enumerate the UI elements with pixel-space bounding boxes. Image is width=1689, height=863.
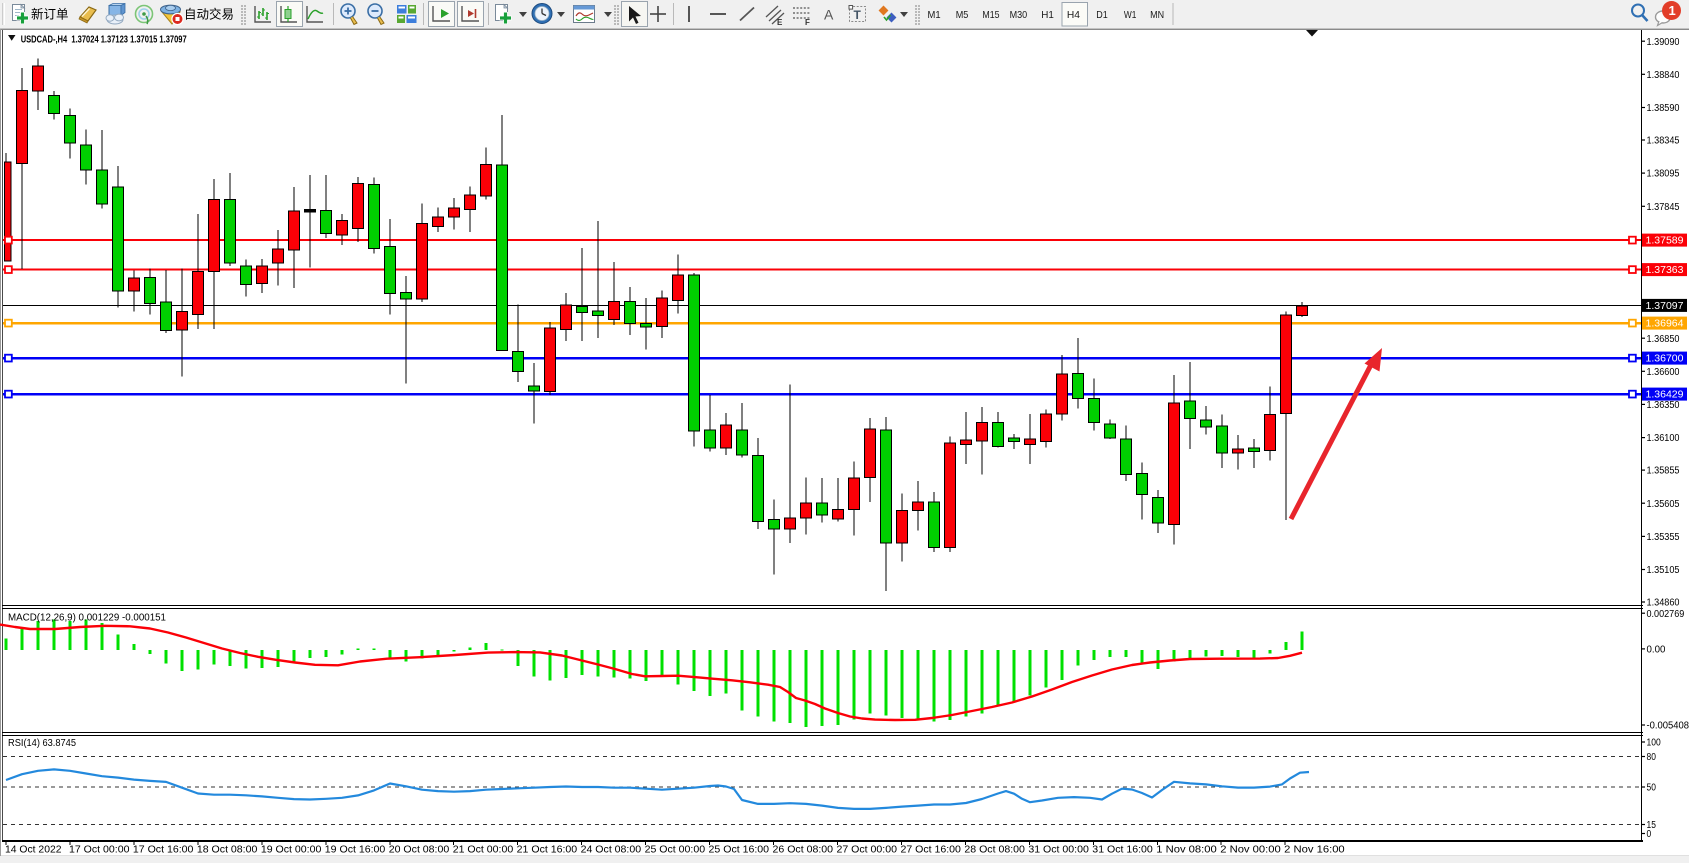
svg-text:20 Oct 08:00: 20 Oct 08:00 <box>389 845 450 856</box>
svg-text:0: 0 <box>1647 829 1652 840</box>
svg-text:25 Oct 00:00: 25 Oct 00:00 <box>645 845 706 856</box>
svg-text:MN: MN <box>1150 9 1164 21</box>
svg-text:D1: D1 <box>1096 9 1108 21</box>
svg-text:25 Oct 16:00: 25 Oct 16:00 <box>709 845 770 856</box>
svg-text:0.00: 0.00 <box>1647 645 1666 656</box>
svg-text:T: T <box>854 8 862 22</box>
svg-text:21 Oct 00:00: 21 Oct 00:00 <box>453 845 514 856</box>
svg-text:1.36850: 1.36850 <box>1647 334 1681 345</box>
svg-text:1.36600: 1.36600 <box>1647 367 1681 378</box>
svg-text:1 Nov 08:00: 1 Nov 08:00 <box>1156 845 1217 856</box>
svg-text:1: 1 <box>1669 3 1676 18</box>
svg-text:1.38095: 1.38095 <box>1647 169 1681 180</box>
svg-text:1.36350: 1.36350 <box>1647 400 1681 411</box>
svg-text:M30: M30 <box>1010 9 1028 21</box>
svg-text:1.38590: 1.38590 <box>1647 103 1681 114</box>
svg-text:1.38840: 1.38840 <box>1647 70 1681 81</box>
svg-text:A: A <box>824 7 834 23</box>
svg-text:USDCAD-,H4 1.37024 1.37123 1.: USDCAD-,H4 1.37024 1.37123 1.37015 1.370… <box>21 34 187 46</box>
svg-text:-0.005408: -0.005408 <box>1647 721 1689 732</box>
svg-text:27 Oct 16:00: 27 Oct 16:00 <box>900 845 961 856</box>
svg-text:18 Oct 08:00: 18 Oct 08:00 <box>197 845 258 856</box>
svg-text:1.35355: 1.35355 <box>1647 532 1681 543</box>
svg-text:1.35855: 1.35855 <box>1647 466 1681 477</box>
svg-text:自动交易: 自动交易 <box>184 7 234 22</box>
svg-text:E: E <box>777 18 783 27</box>
svg-text:1.35605: 1.35605 <box>1647 499 1681 510</box>
svg-text:1.38345: 1.38345 <box>1647 136 1681 147</box>
svg-text:1.37845: 1.37845 <box>1647 202 1681 213</box>
svg-text:17 Oct 00:00: 17 Oct 00:00 <box>69 845 130 856</box>
svg-text:1.34860: 1.34860 <box>1647 598 1681 609</box>
svg-text:28 Oct 08:00: 28 Oct 08:00 <box>964 845 1025 856</box>
svg-text:80: 80 <box>1647 752 1657 763</box>
svg-text:M15: M15 <box>982 9 999 21</box>
svg-text:2 Nov 00:00: 2 Nov 00:00 <box>1220 845 1281 856</box>
svg-text:24 Oct 08:00: 24 Oct 08:00 <box>581 845 642 856</box>
svg-text:1.36429: 1.36429 <box>1646 390 1684 401</box>
svg-text:1.36700: 1.36700 <box>1646 354 1685 365</box>
svg-text:15: 15 <box>1647 820 1657 831</box>
svg-text:1.36964: 1.36964 <box>1646 319 1685 330</box>
svg-text:1.37363: 1.37363 <box>1646 265 1685 276</box>
svg-text:1.37097: 1.37097 <box>1646 301 1684 312</box>
svg-text:19 Oct 16:00: 19 Oct 16:00 <box>325 845 386 856</box>
svg-text:14 Oct 2022: 14 Oct 2022 <box>5 845 62 856</box>
svg-text:1.36100: 1.36100 <box>1647 433 1681 444</box>
svg-text:21 Oct 16:00: 21 Oct 16:00 <box>517 845 578 856</box>
svg-text:F: F <box>805 18 810 27</box>
svg-text:1.37589: 1.37589 <box>1646 236 1684 247</box>
svg-text:17 Oct 16:00: 17 Oct 16:00 <box>133 845 194 856</box>
svg-text:100: 100 <box>1647 738 1662 749</box>
svg-text:W1: W1 <box>1124 9 1137 21</box>
svg-text:RSI(14) 63.8745: RSI(14) 63.8745 <box>8 738 76 749</box>
svg-text:M1: M1 <box>928 9 941 21</box>
svg-text:31 Oct 16:00: 31 Oct 16:00 <box>1092 845 1153 856</box>
svg-text:M5: M5 <box>956 9 969 21</box>
svg-text:1.35105: 1.35105 <box>1647 565 1681 576</box>
svg-text:26 Oct 08:00: 26 Oct 08:00 <box>773 845 834 856</box>
svg-text:27 Oct 00:00: 27 Oct 00:00 <box>836 845 897 856</box>
svg-text:50: 50 <box>1647 783 1657 794</box>
svg-text:新订单: 新订单 <box>31 7 69 22</box>
svg-text:H1: H1 <box>1041 9 1054 21</box>
svg-text:H4: H4 <box>1067 9 1080 21</box>
svg-text:1.39090: 1.39090 <box>1647 37 1681 48</box>
svg-text:19 Oct 00:00: 19 Oct 00:00 <box>261 845 322 856</box>
svg-text:31 Oct 00:00: 31 Oct 00:00 <box>1028 845 1089 856</box>
svg-text:MACD(12,26,9) 0.001229 -0.0001: MACD(12,26,9) 0.001229 -0.000151 <box>8 613 166 624</box>
svg-text:0.002769: 0.002769 <box>1647 609 1685 620</box>
svg-text:2 Nov 16:00: 2 Nov 16:00 <box>1284 845 1345 856</box>
